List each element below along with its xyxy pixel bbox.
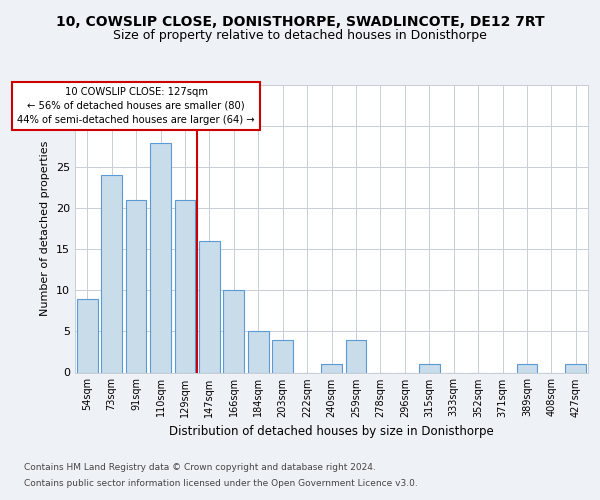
Bar	[150, 142, 171, 372]
Bar	[199, 241, 220, 372]
Text: Contains public sector information licensed under the Open Government Licence v3: Contains public sector information licen…	[24, 478, 418, 488]
Bar	[346, 340, 367, 372]
Text: Size of property relative to detached houses in Donisthorpe: Size of property relative to detached ho…	[113, 30, 487, 43]
Text: 10, COWSLIP CLOSE, DONISTHORPE, SWADLINCOTE, DE12 7RT: 10, COWSLIP CLOSE, DONISTHORPE, SWADLINC…	[56, 16, 544, 30]
Bar	[223, 290, 244, 372]
Y-axis label: Number of detached properties: Number of detached properties	[40, 141, 50, 316]
Bar	[248, 332, 269, 372]
Text: Contains HM Land Registry data © Crown copyright and database right 2024.: Contains HM Land Registry data © Crown c…	[24, 464, 376, 472]
Bar	[321, 364, 342, 372]
Bar	[419, 364, 440, 372]
Bar	[565, 364, 586, 372]
Bar	[101, 176, 122, 372]
Bar	[175, 200, 196, 372]
Bar	[272, 340, 293, 372]
Bar	[125, 200, 146, 372]
Text: 10 COWSLIP CLOSE: 127sqm
← 56% of detached houses are smaller (80)
44% of semi-d: 10 COWSLIP CLOSE: 127sqm ← 56% of detach…	[17, 86, 255, 124]
Bar	[77, 298, 98, 372]
X-axis label: Distribution of detached houses by size in Donisthorpe: Distribution of detached houses by size …	[169, 425, 494, 438]
Bar	[517, 364, 538, 372]
